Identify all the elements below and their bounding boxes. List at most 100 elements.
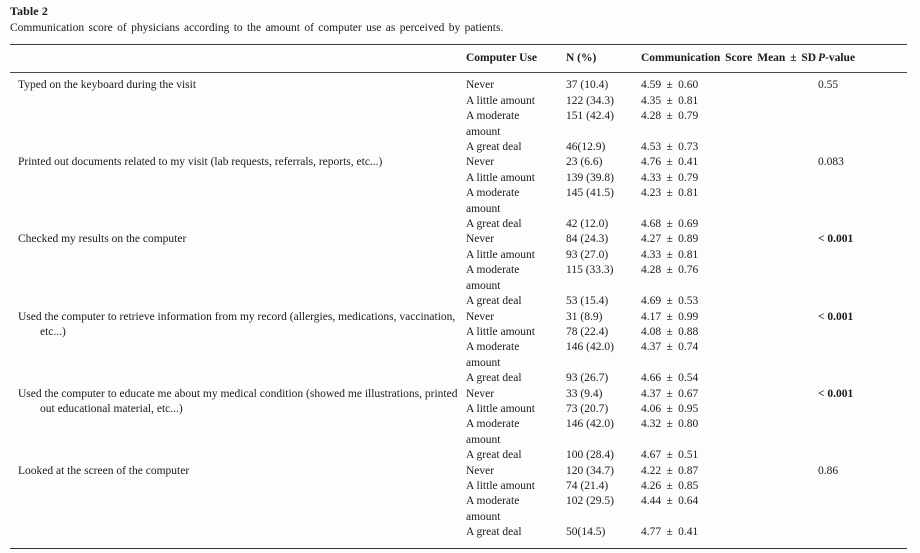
table-rule-top xyxy=(10,44,907,45)
computer-use-level: A moderate amount xyxy=(466,341,520,369)
computer-use-level: A little amount xyxy=(466,94,535,107)
n-percent-value: 84 (24.3) xyxy=(566,233,609,246)
p-value: 0.55 xyxy=(818,79,839,92)
column-header-item xyxy=(10,51,466,66)
n-percent-value: 115 (33.3) xyxy=(566,264,614,277)
column-header-computer-use: Computer Use xyxy=(466,52,538,64)
row-label: Looked at the screen of the computer xyxy=(18,464,190,477)
score-mean-sd: 4.33 ± 0.79 xyxy=(641,171,699,184)
n-percent-value: 73 (20.7) xyxy=(566,402,609,415)
n-percent-value: 139 (39.8) xyxy=(566,171,614,184)
n-percent-value: 102 (29.5) xyxy=(566,495,614,508)
score-mean-sd: 4.69 ± 0.53 xyxy=(641,295,699,308)
score-mean-sd: 4.28 ± 0.79 xyxy=(641,110,699,123)
computer-use-level: A great deal xyxy=(466,141,522,154)
table-header-row: Computer Use N (%) Communication Score M… xyxy=(10,45,907,72)
n-percent-value: 42 (12.0) xyxy=(566,218,609,231)
computer-use-level: Never xyxy=(466,233,495,246)
table-row: Printed out documents related to my visi… xyxy=(10,155,907,232)
n-percent-value: 78 (22.4) xyxy=(566,325,609,338)
score-mean-sd: 4.53 ± 0.73 xyxy=(641,141,699,154)
computer-use-level: A little amount xyxy=(466,479,535,492)
computer-use-level: A moderate amount xyxy=(466,264,520,292)
p-value: 0.083 xyxy=(818,156,844,169)
n-percent-value: 37 (10.4) xyxy=(566,79,609,92)
score-mean-sd: 4.32 ± 0.80 xyxy=(641,418,699,431)
n-percent-value: 93 (26.7) xyxy=(566,372,609,385)
table-title: Table 2 xyxy=(10,4,48,18)
n-percent-value: 93 (27.0) xyxy=(566,248,609,261)
computer-use-level: A great deal xyxy=(466,218,522,231)
n-percent-value: 100 (28.4) xyxy=(566,449,614,462)
table-rule-bottom xyxy=(10,547,907,549)
score-mean-sd: 4.35 ± 0.81 xyxy=(641,94,699,107)
computer-use-level: Never xyxy=(466,387,495,400)
table-body: Typed on the keyboard during the visit N… xyxy=(10,73,907,547)
p-value: < 0.001 xyxy=(818,233,854,246)
n-percent-value: 23 (6.6) xyxy=(566,156,603,169)
n-percent-value: 33 (9.4) xyxy=(566,387,603,400)
row-label: Checked my results on the computer xyxy=(18,233,187,246)
p-value: 0.86 xyxy=(818,464,839,477)
n-percent-value: 46(12.9) xyxy=(566,141,606,154)
score-mean-sd: 4.37 ± 0.74 xyxy=(641,341,699,354)
table-row: Used the computer to educate me about my… xyxy=(10,387,907,464)
computer-use-level: Never xyxy=(466,156,495,169)
computer-use-level: A little amount xyxy=(466,402,535,415)
p-value-suffix: -value xyxy=(825,52,856,64)
computer-use-level: A little amount xyxy=(466,325,535,338)
n-percent-value: 122 (34.3) xyxy=(566,94,614,107)
computer-use-level: A little amount xyxy=(466,171,535,184)
computer-use-level: A moderate amount xyxy=(466,418,520,446)
table-row: Typed on the keyboard during the visit N… xyxy=(10,78,907,155)
score-mean-sd: 4.17 ± 0.99 xyxy=(641,310,699,323)
row-label: Typed on the keyboard during the visit xyxy=(18,79,197,92)
n-percent-value: 31 (8.9) xyxy=(566,310,603,323)
table-rule-header-bottom xyxy=(10,72,907,74)
table-row: Looked at the screen of the computer Nev… xyxy=(10,464,907,541)
p-value: < 0.001 xyxy=(818,310,854,323)
score-mean-sd: 4.59 ± 0.60 xyxy=(641,79,699,92)
n-percent-value: 50(14.5) xyxy=(566,526,606,539)
table-caption: Communication score of physicians accord… xyxy=(10,22,504,34)
n-percent-value: 146 (42.0) xyxy=(566,341,614,354)
computer-use-level: A great deal xyxy=(466,372,522,385)
score-mean-sd: 4.08 ± 0.88 xyxy=(641,325,699,338)
computer-use-level: A moderate amount xyxy=(466,187,520,215)
score-mean-sd: 4.27 ± 0.89 xyxy=(641,233,699,246)
score-mean-sd: 4.06 ± 0.95 xyxy=(641,402,699,415)
score-mean-sd: 4.37 ± 0.67 xyxy=(641,387,699,400)
computer-use-level: A moderate amount xyxy=(466,495,520,523)
n-percent-value: 146 (42.0) xyxy=(566,418,614,431)
p-value-italic-p: P xyxy=(818,52,826,64)
computer-use-level: Never xyxy=(466,79,495,92)
table-row: Checked my results on the computer Never… xyxy=(10,232,907,309)
score-mean-sd: 4.22 ± 0.87 xyxy=(641,464,699,477)
score-mean-sd: 4.44 ± 0.64 xyxy=(641,495,699,508)
score-mean-sd: 4.68 ± 0.69 xyxy=(641,218,699,231)
computer-use-level: A great deal xyxy=(466,449,522,462)
table-row: Used the computer to retrieve informatio… xyxy=(10,310,907,387)
row-label: Used the computer to educate me about my… xyxy=(18,387,458,415)
n-percent-value: 151 (42.4) xyxy=(566,110,614,123)
n-percent-value: 74 (21.4) xyxy=(566,479,609,492)
score-mean-sd: 4.33 ± 0.81 xyxy=(641,248,699,261)
row-label: Used the computer to retrieve informatio… xyxy=(18,310,456,338)
n-percent-value: 145 (41.5) xyxy=(566,187,614,200)
computer-use-level: Never xyxy=(466,310,495,323)
computer-use-level: A little amount xyxy=(466,248,535,261)
score-mean-sd: 4.26 ± 0.85 xyxy=(641,479,699,492)
score-mean-sd: 4.76 ± 0.41 xyxy=(641,156,699,169)
computer-use-level: A great deal xyxy=(466,295,522,308)
computer-use-level: Never xyxy=(466,464,495,477)
score-mean-sd: 4.67 ± 0.51 xyxy=(641,449,699,462)
computer-use-level: A moderate amount xyxy=(466,110,520,138)
p-value: < 0.001 xyxy=(818,387,854,400)
column-header-p-value: P-value xyxy=(818,51,907,66)
score-mean-sd: 4.66 ± 0.54 xyxy=(641,372,699,385)
n-percent-value: 53 (15.4) xyxy=(566,295,609,308)
score-mean-sd: 4.77 ± 0.41 xyxy=(641,526,699,539)
computer-use-level: A great deal xyxy=(466,526,522,539)
column-header-n-percent: N (%) xyxy=(566,52,597,64)
